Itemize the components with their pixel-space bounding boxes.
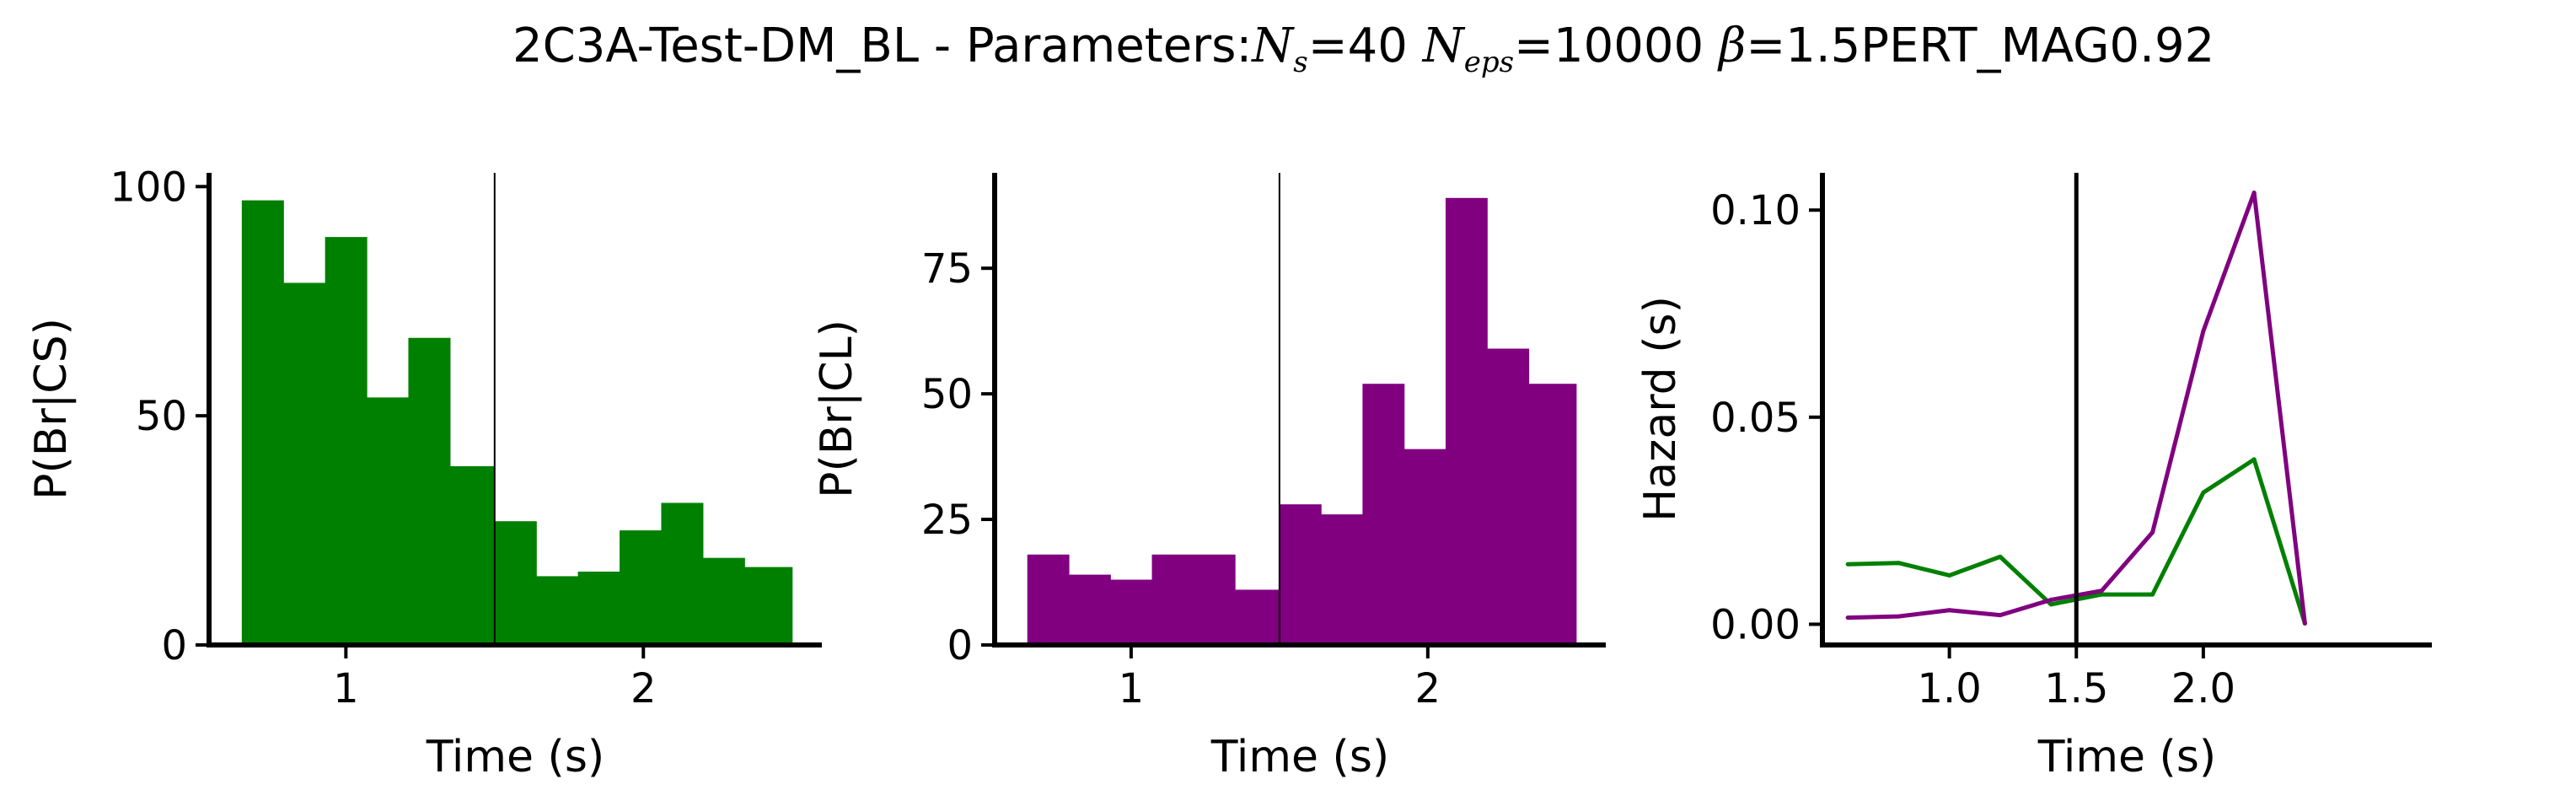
x-axis-label: Time (s) — [1210, 732, 1389, 782]
y-tick-label: 25 — [921, 497, 973, 544]
hazard-point-purple — [2201, 329, 2206, 334]
hazard-point-green — [2201, 490, 2206, 495]
figure-title: 2C3A-Test-DM_BL - Parameters:Ns=40 Neps=… — [0, 19, 2576, 86]
histogram-bar — [1487, 348, 1530, 645]
x-axis-label: Time (s) — [426, 732, 604, 782]
x-tick-label: 2 — [631, 665, 657, 712]
title-neps-subscript: eps — [1463, 46, 1515, 80]
y-tick-label: 0.10 — [1710, 187, 1801, 234]
title-neps-symbol: N — [1422, 19, 1464, 73]
y-tick-label: 0.00 — [1710, 601, 1801, 648]
histogram-bar — [408, 337, 451, 645]
y-tick-label: 100 — [110, 164, 187, 211]
title-suffix: PERT_MAG0.92 — [1860, 19, 2215, 73]
hazard-point-green — [1896, 561, 1901, 566]
histogram-bar — [1151, 554, 1194, 645]
x-tick-label: 1 — [1119, 665, 1145, 712]
histogram-bar — [744, 567, 793, 645]
hazard-point-purple — [1845, 615, 1850, 621]
histogram-bar — [620, 530, 663, 645]
histogram-bar — [1362, 384, 1405, 645]
x-tick-label: 1 — [333, 665, 359, 712]
hazard-point-green — [1998, 554, 2003, 559]
hazard-point-purple — [1947, 608, 1952, 613]
hazard-point-purple — [2302, 621, 2307, 626]
histogram-bar — [283, 282, 326, 645]
histogram-bar — [1279, 504, 1322, 645]
y-axis-label: Hazard (s) — [1635, 296, 1686, 522]
y-tick-label: 50 — [921, 371, 973, 418]
histogram-bar — [1027, 554, 1070, 645]
hazard-point-purple — [2150, 529, 2155, 535]
histogram-bar — [1068, 574, 1111, 645]
x-axis-label: Time (s) — [2037, 732, 2216, 782]
hazard-point-green — [2150, 592, 2155, 597]
histogram-bar — [1110, 579, 1153, 645]
histogram-bar — [1528, 384, 1577, 645]
y-axis-label: P(Br|CS) — [26, 318, 77, 500]
histogram-bar — [494, 521, 537, 645]
hazard-point-green — [1947, 572, 1952, 578]
title-prefix: 2C3A-Test-DM_BL - Parameters: — [513, 19, 1253, 73]
hazard-point-purple — [1998, 613, 2003, 618]
histogram-bar — [577, 572, 620, 645]
histogram-bar — [1403, 449, 1446, 645]
title-beta-symbol: β — [1718, 19, 1747, 73]
y-tick-label: 0 — [947, 622, 973, 669]
x-tick-label: 2 — [1415, 665, 1441, 712]
hazard-point-purple — [2099, 588, 2104, 594]
x-tick-label: 1.5 — [2044, 665, 2108, 712]
hazard-point-green — [2251, 457, 2257, 462]
histogram-bar — [702, 557, 745, 645]
y-tick-label: 75 — [921, 245, 973, 293]
title-neps-value: =10000 — [1514, 19, 1704, 73]
histogram-bar — [325, 237, 368, 645]
hazard-point-purple — [2048, 597, 2053, 602]
x-tick-label: 1.0 — [1917, 665, 1981, 712]
hazard-point-green — [2099, 592, 2104, 597]
title-ns-symbol: N — [1252, 19, 1294, 73]
histogram-cl-panel: 1 2 0 25 50 75 Time (s) P(Br|CL) — [812, 173, 1606, 782]
hazard-point-green — [1845, 562, 1850, 567]
histogram-bar — [1321, 514, 1364, 645]
y-tick-label: 0 — [161, 622, 187, 669]
histogram-bar — [1445, 197, 1488, 645]
histogram-bar — [661, 502, 704, 645]
histogram-bar — [1235, 589, 1280, 645]
histogram-bar — [1193, 554, 1236, 645]
hazard-point-purple — [2251, 191, 2257, 196]
y-tick-label: 50 — [136, 393, 187, 440]
hazard-point-purple — [1896, 614, 1901, 619]
histogram-bar — [536, 576, 579, 645]
title-ns-subscript: s — [1293, 46, 1308, 80]
y-axis-label: P(Br|CL) — [812, 320, 862, 498]
title-ns-value: =40 — [1307, 19, 1408, 73]
hazard-point-green — [2048, 602, 2053, 607]
title-beta-value: =1.5 — [1746, 19, 1861, 73]
x-tick-label: 2.0 — [2171, 665, 2235, 712]
histogram-bar — [367, 397, 410, 645]
y-tick-label: 0.05 — [1710, 395, 1801, 442]
histogram-bar — [241, 200, 284, 646]
histogram-bar — [449, 465, 496, 645]
histogram-cs-panel: 1 2 0 50 100 Time (s) P(Br|CS) — [26, 164, 822, 782]
